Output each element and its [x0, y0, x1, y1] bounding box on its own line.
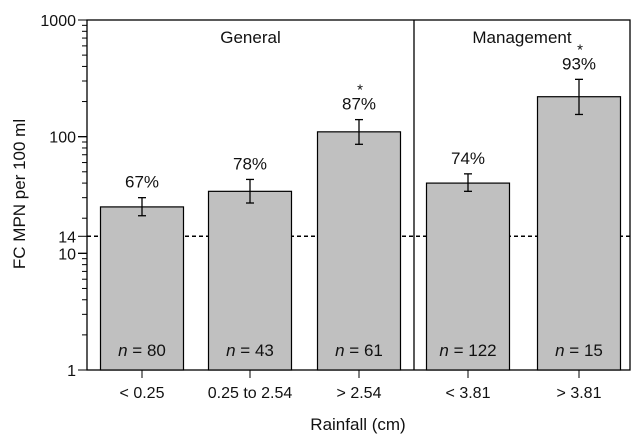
x-axis-group: < 0.25 0.25 to 2.54 > 2.54 < 3.81 > 3.81	[120, 370, 602, 402]
y-tick-label: 1000	[40, 13, 76, 30]
bar	[99, 206, 185, 371]
n-label: n = 80	[118, 341, 166, 360]
percent-label: 93%	[562, 54, 596, 73]
panel-title: Management	[472, 28, 572, 47]
x-tick-label: 0.25 to 2.54	[208, 385, 293, 402]
panel-titles-group: General Management	[220, 28, 572, 47]
x-tick-label: > 3.81	[557, 385, 602, 402]
bar	[425, 182, 511, 371]
y-tick-label: 1	[67, 363, 76, 380]
significance-star: *	[357, 82, 363, 99]
n-label: n = 61	[335, 341, 383, 360]
percent-label: 87%	[342, 95, 376, 114]
panel-title: General	[220, 28, 280, 47]
n-label: n = 122	[439, 341, 496, 360]
y-tick-label: 14	[58, 229, 76, 246]
n-label: n = 15	[555, 341, 603, 360]
y-axis-title: FC MPN per 100 ml	[10, 119, 29, 269]
significance-star: *	[577, 41, 583, 58]
x-tick-label: < 0.25	[120, 385, 165, 402]
x-tick-label: > 2.54	[337, 385, 382, 402]
percent-label: 67%	[125, 173, 159, 192]
n-label: n = 43	[226, 341, 274, 360]
bar	[316, 131, 402, 371]
y-tick-label: 100	[49, 130, 76, 147]
bar	[536, 96, 622, 371]
percent-label: 74%	[451, 149, 485, 168]
percent-label: 78%	[233, 154, 267, 173]
x-axis-title: Rainfall (cm)	[310, 415, 405, 434]
y-tick-label: 10	[58, 246, 76, 263]
x-tick-label: < 3.81	[446, 385, 491, 402]
